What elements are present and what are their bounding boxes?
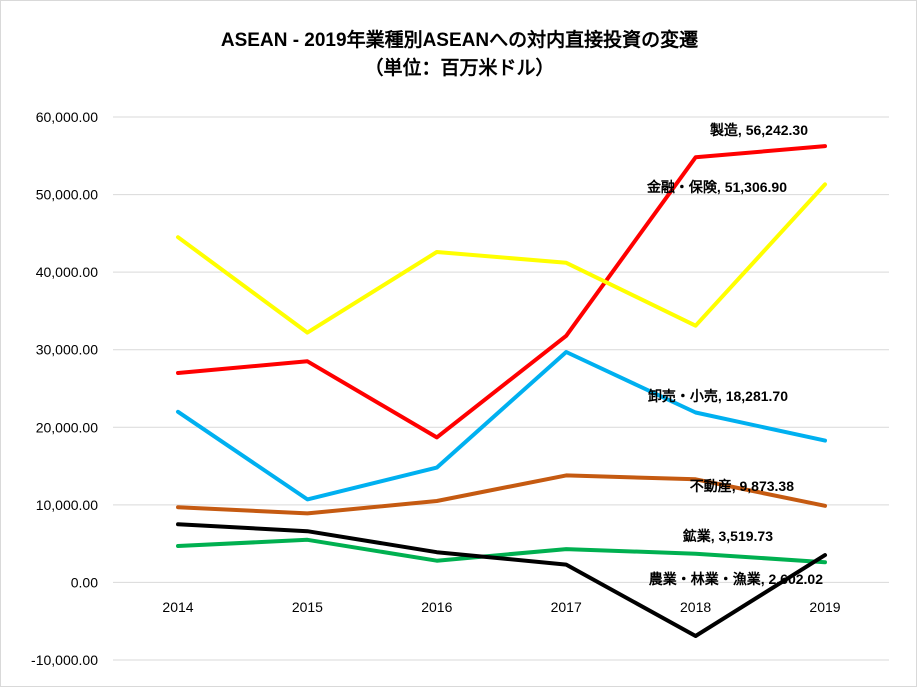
series-line xyxy=(176,522,827,638)
y-tick-label: 30,000.00 xyxy=(36,342,98,358)
data-label: 不動産, 9,873.38 xyxy=(690,478,794,494)
data-label: 鉱業, 3,519.73 xyxy=(683,528,773,544)
series-line xyxy=(176,182,827,335)
x-tick-label: 2017 xyxy=(551,599,582,615)
series-line xyxy=(176,144,827,440)
x-tick-label: 2018 xyxy=(680,599,711,615)
x-tick-label: 2019 xyxy=(809,599,840,615)
data-label: 金融・保険, 51,306.90 xyxy=(646,179,787,195)
y-tick-label: -10,000.00 xyxy=(31,652,98,668)
data-label: 製造, 56,242.30 xyxy=(709,122,808,138)
x-tick-label: 2016 xyxy=(421,599,452,615)
data-label: 卸売・小売, 18,281.70 xyxy=(648,388,788,404)
data-label: 農業・林業・漁業, 2,602.02 xyxy=(649,571,823,587)
series-line xyxy=(176,350,827,502)
y-tick-label: 50,000.00 xyxy=(36,187,98,203)
series-line xyxy=(176,473,827,516)
x-tick-label: 2015 xyxy=(292,599,323,615)
x-tick-label: 2014 xyxy=(162,599,193,615)
y-tick-label: 10,000.00 xyxy=(36,497,98,513)
series-line xyxy=(176,537,827,565)
chart-subtitle: （単位：百万米ドル） xyxy=(364,58,555,79)
y-tick-label: 60,000.00 xyxy=(36,109,98,125)
y-tick-label: 40,000.00 xyxy=(36,264,98,280)
y-tick-label: 0.00 xyxy=(71,574,98,590)
chart-title: ASEAN - 2019年業種別ASEANへの対内直接投資の変遷 xyxy=(220,30,699,51)
y-tick-label: 20,000.00 xyxy=(36,419,98,435)
